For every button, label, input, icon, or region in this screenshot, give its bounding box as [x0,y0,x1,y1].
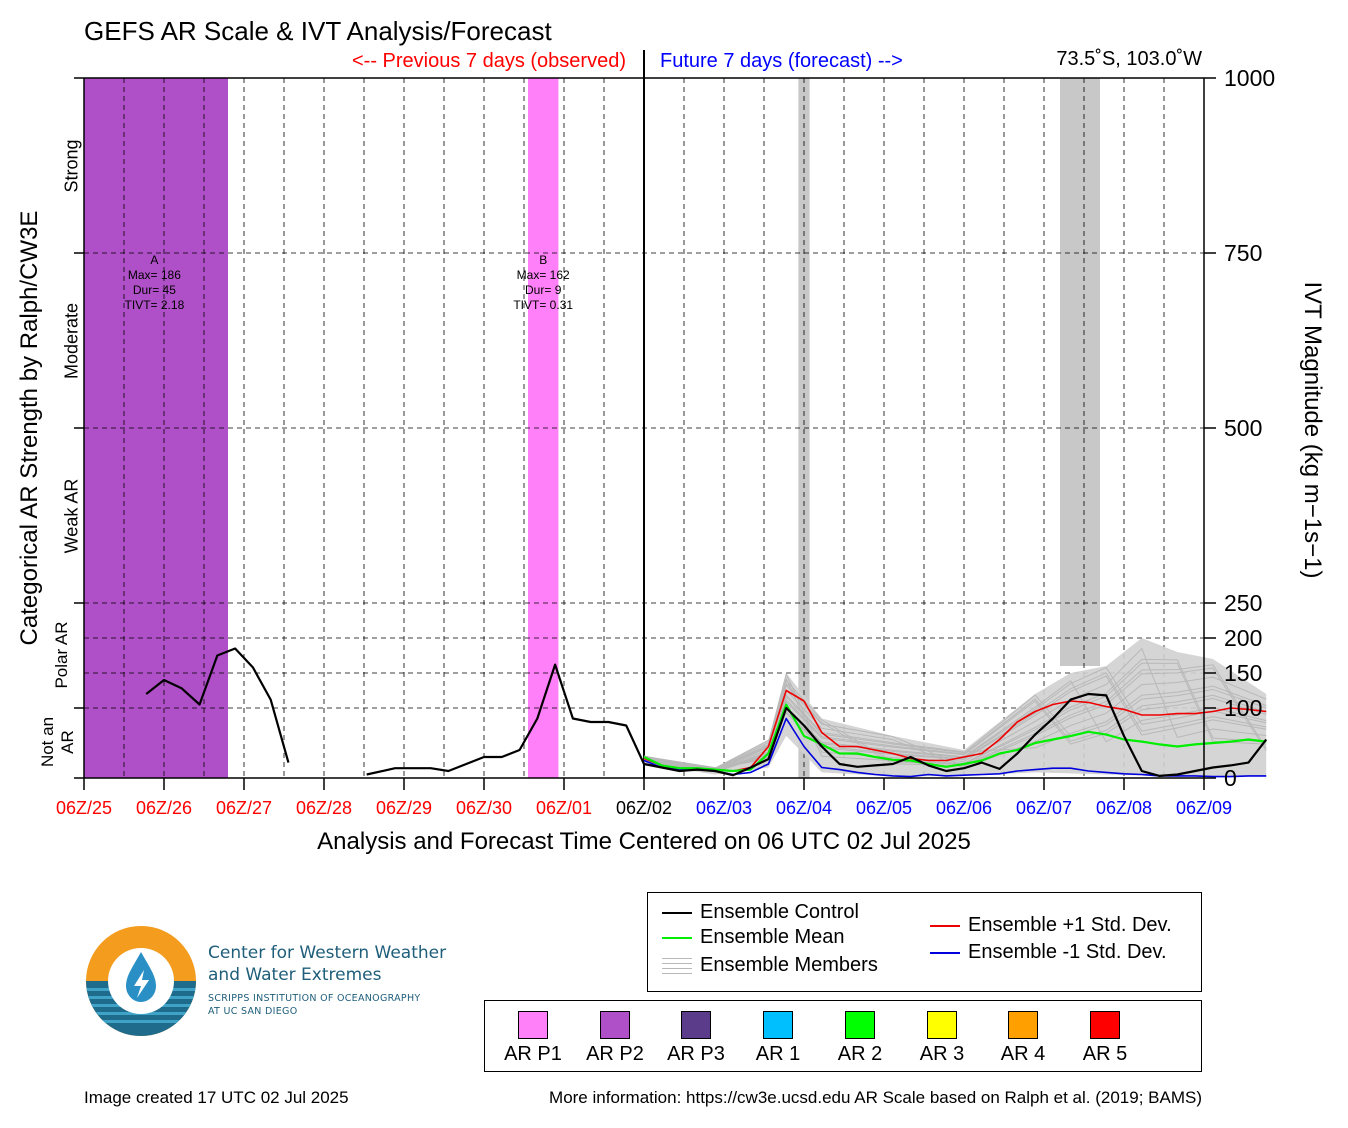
legend-mean-swatch [662,936,692,939]
x-tick-label-9: 06Z/04 [776,798,832,818]
ivt-chart: 0 100 150 200 250 500 750 1000 06Z/25 06Z/26 06Z/2… [56,50,1275,818]
legend-mean-label: Ensemble Mean [700,926,845,948]
right-tick-label-500: 500 [1224,415,1262,441]
ar-category-item-3: AR P3 [656,1011,736,1066]
ar-category-label: AR 5 [1082,1043,1128,1065]
logo-name-line2: and Water Extremes [208,965,382,985]
x-tick-label-14: 06Z/09 [1176,798,1232,818]
ar-event-b-label-1: Max= 162 [517,268,570,282]
legend-plus1-swatch [930,924,960,927]
legend-members-swatch [662,957,692,974]
ar-category-swatch [1090,1011,1120,1039]
x-tick-label-10: 06Z/05 [856,798,912,818]
ar-category-label: AR 1 [755,1043,801,1065]
series-control-seg-1 [145,647,290,763]
footer-created: Image created 17 UTC 02 Jul 2025 [84,1088,349,1107]
legend-control: Ensemble Control [662,901,859,924]
ensemble-member-8 [643,647,1267,770]
ar-event-b-label-2: Dur= 9 [525,283,562,297]
ar-category-label: AR P3 [667,1043,725,1065]
logo-name-line1: Center for Western Weather [208,943,447,963]
ar-category-item-8: AR 5 [1065,1011,1145,1066]
ar-event-b-label-3: TIVT= 0.31 [513,298,573,312]
legend-members: Ensemble Members [662,954,878,977]
ar-category-swatch [518,1011,548,1039]
line-legend: Ensemble Control Ensemble Mean Ensemble … [647,892,1202,992]
right-tick-label-100: 100 [1224,695,1262,721]
ar-category-swatch [681,1011,711,1039]
location-label: 73.5˚S, 103.0˚W [1056,48,1202,70]
legend-plus1: Ensemble +1 Std. Dev. [930,914,1172,937]
right-tick-label-1000: 1000 [1224,65,1275,91]
logo-sub-line2: AT UC SAN DIEGO [208,1006,298,1017]
legend-minus1-label: Ensemble -1 Std. Dev. [968,941,1167,963]
cw3e-logo-icon [86,926,196,1036]
x-tick-label-2: 06Z/27 [216,798,272,818]
ar-category-item-5: AR 2 [820,1011,900,1066]
ar-category-swatch [927,1011,957,1039]
ar-category-swatch [763,1011,793,1039]
ar-category-item-2: AR P2 [575,1011,655,1066]
ar-event-a-label-3: TIVT= 2.18 [125,298,185,312]
x-tick-label-3: 06Z/28 [296,798,352,818]
previous-period-label: <-- Previous 7 days (observed) [351,50,626,72]
right-tick-label-0: 0 [1224,765,1237,791]
ar-event-b-label-0: B [539,253,547,267]
x-axis-title: Analysis and Forecast Time Centered on 0… [317,828,971,855]
x-tick-label-11: 06Z/06 [936,798,992,818]
x-tick-label-7: 06Z/02 [616,798,672,818]
ar-event-a-label-2: Dur= 45 [133,283,176,297]
x-tick-label-4: 06Z/29 [376,798,432,818]
ar-category-swatch [1008,1011,1038,1039]
ar-category-item-1: AR P1 [493,1011,573,1066]
legend-mean: Ensemble Mean [662,926,845,949]
right-tick-label-150: 150 [1224,660,1262,686]
legend-minus1-swatch [930,951,960,954]
ar-category-label: AR 2 [837,1043,883,1065]
chart-title: GEFS AR Scale & IVT Analysis/Forecast [84,16,552,46]
legend-minus1: Ensemble -1 Std. Dev. [930,941,1167,964]
legend-control-label: Ensemble Control [700,901,859,923]
x-tick-label-6: 06Z/01 [536,798,592,818]
legend-plus1-label: Ensemble +1 Std. Dev. [968,914,1172,936]
ar-category-swatch [600,1011,630,1039]
ar-category-item-4: AR 1 [738,1011,818,1066]
logo-sub-line1: SCRIPPS INSTITUTION OF OCEANOGRAPHY [208,993,421,1004]
x-tick-label-5: 06Z/30 [456,798,512,818]
ar-category-label: AR P2 [586,1043,644,1065]
right-tick-label-750: 750 [1224,240,1262,266]
ar-category-legend: AR P1 AR P2 AR P3 AR 1 AR 2 AR 3 AR 4 AR 5 [484,1000,1202,1072]
x-tick-label-12: 06Z/07 [1016,798,1072,818]
ar-category-label: AR P1 [504,1043,562,1065]
forecast-shading-2 [1060,78,1100,666]
x-tick-label-1: 06Z/26 [136,798,192,818]
legend-control-swatch [662,911,692,914]
legend-members-label: Ensemble Members [700,954,878,976]
members-band [644,638,1267,777]
ar-category-label: AR 3 [919,1043,965,1065]
ar-category-item-7: AR 4 [983,1011,1063,1066]
ar-category-item-6: AR 3 [902,1011,982,1066]
footer-info: More information: https://cw3e.ucsd.edu … [549,1088,1202,1107]
ar-category-label: AR 4 [1000,1043,1046,1065]
ar-event-a-label-0: A [150,253,158,267]
ar-event-a-label-1: Max= 186 [128,268,181,282]
right-tick-label-250: 250 [1224,590,1262,616]
right-tick-label-200: 200 [1224,625,1262,651]
future-period-label: Future 7 days (forecast) --> [660,50,903,72]
x-tick-label-8: 06Z/03 [696,798,752,818]
ar-category-swatch [845,1011,875,1039]
x-tick-label-13: 06Z/08 [1096,798,1152,818]
x-tick-label-0: 06Z/25 [56,798,112,818]
series-control-seg-2 [366,663,1268,778]
